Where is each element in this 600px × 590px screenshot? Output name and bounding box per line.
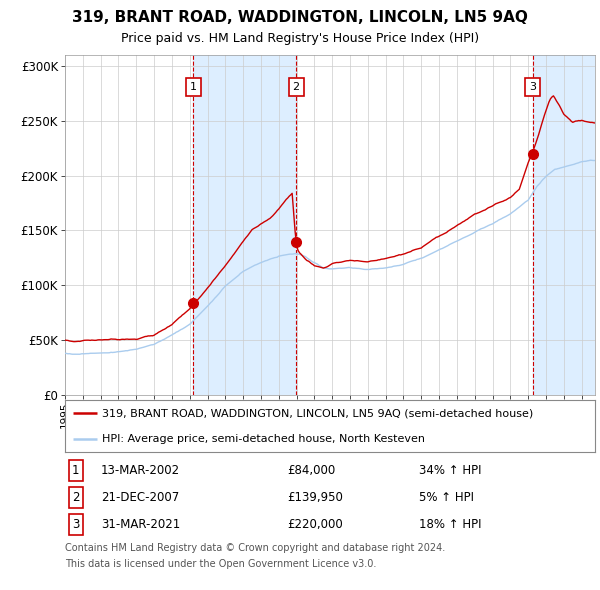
Text: 2: 2 xyxy=(72,491,80,504)
Bar xyxy=(533,55,595,395)
Text: £220,000: £220,000 xyxy=(287,518,343,531)
Text: 319, BRANT ROAD, WADDINGTON, LINCOLN, LN5 9AQ (semi-detached house): 319, BRANT ROAD, WADDINGTON, LINCOLN, LN… xyxy=(102,408,533,418)
Text: This data is licensed under the Open Government Licence v3.0.: This data is licensed under the Open Gov… xyxy=(65,559,376,569)
Text: Price paid vs. HM Land Registry's House Price Index (HPI): Price paid vs. HM Land Registry's House … xyxy=(121,32,479,45)
Text: 18% ↑ HPI: 18% ↑ HPI xyxy=(419,518,481,531)
Text: 13-MAR-2002: 13-MAR-2002 xyxy=(101,464,180,477)
Text: 319, BRANT ROAD, WADDINGTON, LINCOLN, LN5 9AQ: 319, BRANT ROAD, WADDINGTON, LINCOLN, LN… xyxy=(72,10,528,25)
Text: 34% ↑ HPI: 34% ↑ HPI xyxy=(419,464,481,477)
Text: 5% ↑ HPI: 5% ↑ HPI xyxy=(419,491,474,504)
Text: Contains HM Land Registry data © Crown copyright and database right 2024.: Contains HM Land Registry data © Crown c… xyxy=(65,543,445,553)
Text: 3: 3 xyxy=(529,82,536,92)
Text: 31-MAR-2021: 31-MAR-2021 xyxy=(101,518,180,531)
Text: HPI: Average price, semi-detached house, North Kesteven: HPI: Average price, semi-detached house,… xyxy=(102,434,425,444)
Text: £139,950: £139,950 xyxy=(287,491,343,504)
Text: 3: 3 xyxy=(72,518,79,531)
Text: 1: 1 xyxy=(72,464,80,477)
Text: £84,000: £84,000 xyxy=(287,464,335,477)
Text: 21-DEC-2007: 21-DEC-2007 xyxy=(101,491,179,504)
Text: 2: 2 xyxy=(292,82,299,92)
Text: 1: 1 xyxy=(190,82,197,92)
Bar xyxy=(193,55,296,395)
